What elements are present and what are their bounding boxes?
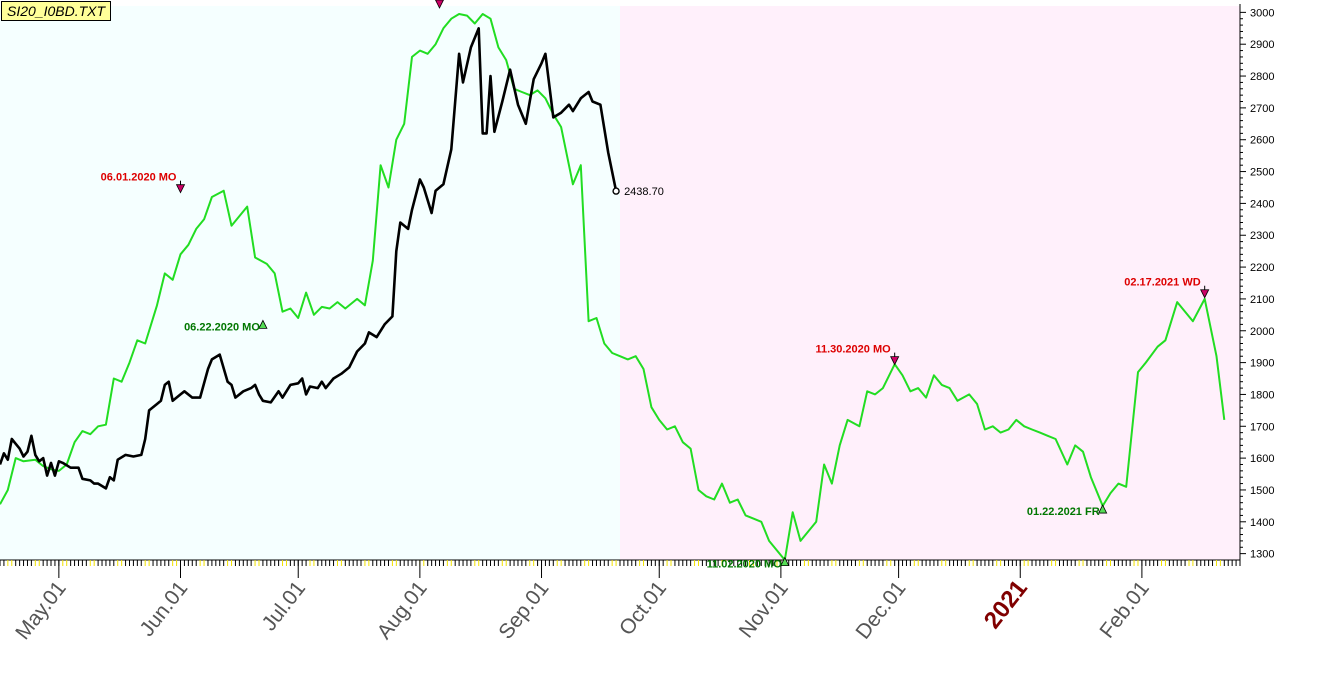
price-line [0,27,618,490]
forecast-region [620,6,1240,560]
x-tick-label: Jun.01 [135,577,192,641]
high-marker [435,0,444,9]
y-tick-label: 1400 [1250,517,1274,529]
y-tick-label: 1700 [1250,421,1274,433]
low-marker [780,556,790,566]
low-label: 06.22.2020 MO [184,321,260,333]
y-tick-label: 2500 [1250,167,1274,179]
history-region [0,6,620,560]
y-tick-label: 1600 [1250,453,1274,465]
low-marker [258,319,268,329]
low-marker [1098,504,1108,514]
y-tick-label: 2100 [1250,294,1274,306]
y-tick-label: 1900 [1250,358,1274,370]
y-tick-label: 2700 [1250,103,1274,115]
y-tick-label: 1500 [1250,485,1274,497]
high-marker [1200,289,1210,299]
y-tick-label: 2800 [1250,71,1274,83]
x-tick-label: Jul.01 [258,577,311,635]
x-tick-label: Oct.01 [615,577,671,640]
y-tick-label: 2000 [1250,326,1274,338]
last-price-marker [612,187,620,195]
y-tick-label: 2900 [1250,39,1274,51]
x-tick-label: Feb.01 [1095,577,1153,643]
x-tick-label: Dec.01 [851,577,910,644]
high-label: 02.17.2021 WD [1124,277,1200,289]
y-tick-label: 1800 [1250,389,1274,401]
last-price-label: 2438.70 [624,186,664,198]
x-tick-label: Nov.01 [735,577,793,642]
forecast-line [0,13,1226,561]
x-tick-label: Sep.01 [494,577,553,644]
y-tick-label: 2200 [1250,262,1274,274]
y-tick-label: 2300 [1250,230,1274,242]
x-tick-label: 2021 [979,575,1033,634]
high-marker [890,356,900,366]
y-tick-label: 1300 [1250,549,1274,561]
x-tick-label: Aug.01 [373,577,432,644]
file-title: SI20_I0BD.TXT [1,1,112,21]
y-tick-label: 3000 [1250,7,1274,19]
low-label: 11.02.2020 MO [707,559,783,571]
high-marker [175,184,186,194]
low-label: 01.22.2021 FR [1027,506,1100,518]
y-tick-label: 2400 [1250,198,1274,210]
x-tick-label: May.01 [11,577,71,644]
high-label: 11.30.2020 MO [815,344,891,356]
high-label: 06.01.2020 MO [101,172,177,184]
y-tick-label: 2600 [1250,135,1274,147]
